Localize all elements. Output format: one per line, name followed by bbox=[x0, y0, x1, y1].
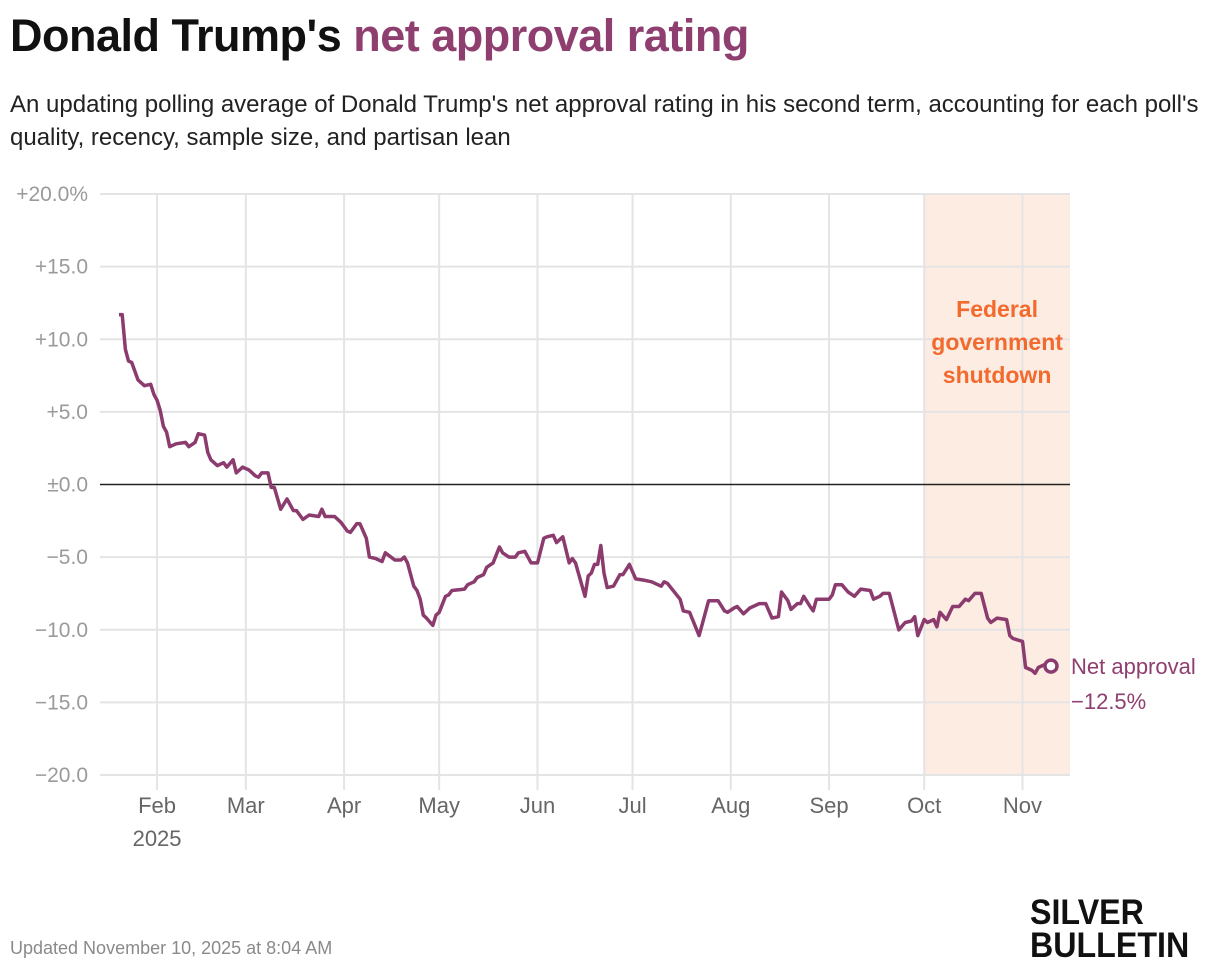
y-axis: +20.0% +15.0 +10.0 +5.0 ±0.0 −5.0 −10.0 −15.0 −2… bbox=[16, 183, 88, 787]
x-axis: Feb 2025 Mar Apr May Jun Jul Aug Sep Oct Nov bbox=[133, 793, 1042, 851]
x-tick-label: Aug bbox=[711, 793, 750, 818]
logo-line-1: SILVER bbox=[1030, 893, 1144, 932]
series-group: Net approval −12.5% bbox=[119, 312, 1196, 714]
x-tick-label: Sep bbox=[810, 793, 849, 818]
y-tick-label: +20.0% bbox=[16, 183, 88, 206]
y-tick-label: −20.0 bbox=[35, 764, 88, 787]
x-tick-label: Mar bbox=[227, 793, 265, 818]
net-approval-line bbox=[119, 312, 1052, 676]
updated-timestamp: Updated November 10, 2025 at 8:04 AM bbox=[10, 938, 333, 958]
shutdown-label-line: shutdown bbox=[943, 362, 1052, 388]
y-tick-label: ±0.0 bbox=[47, 474, 88, 497]
end-label-value: −12.5% bbox=[1071, 689, 1146, 714]
y-tick-label: −10.0 bbox=[35, 619, 88, 642]
x-tick-label: Apr bbox=[327, 793, 361, 818]
x-tick-label: Oct bbox=[907, 793, 941, 818]
page-title: Donald Trump's net approval rating bbox=[10, 10, 749, 62]
x-tick-label: Jun bbox=[520, 793, 555, 818]
shutdown-label-line: Federal bbox=[956, 296, 1038, 322]
x-tick-label: May bbox=[418, 793, 460, 818]
silver-bulletin-logo: SILVER BULLETIN bbox=[1030, 893, 1190, 965]
shutdown-label-line: government bbox=[931, 329, 1063, 355]
shutdown-annotation: Federal government shutdown bbox=[931, 296, 1063, 388]
subtitle: An updating polling average of Donald Tr… bbox=[10, 91, 1199, 151]
x-tick-label: Jul bbox=[618, 793, 646, 818]
end-label-name: Net approval bbox=[1071, 654, 1196, 679]
gridlines bbox=[100, 193, 1070, 790]
title-plain: Donald Trump's bbox=[10, 10, 354, 61]
y-tick-label: +10.0 bbox=[35, 328, 88, 351]
latest-point-marker bbox=[1043, 658, 1059, 674]
y-tick-label: +15.0 bbox=[35, 256, 88, 279]
y-tick-label: −5.0 bbox=[47, 546, 88, 569]
x-tick-sublabel: 2025 bbox=[133, 826, 182, 851]
y-tick-label: −15.0 bbox=[35, 691, 88, 714]
x-tick-label: Feb bbox=[138, 793, 176, 818]
logo-line-2: BULLETIN bbox=[1030, 926, 1190, 965]
x-tick-label: Nov bbox=[1003, 793, 1042, 818]
y-tick-label: +5.0 bbox=[47, 401, 88, 424]
title-highlight: net approval rating bbox=[353, 10, 749, 61]
